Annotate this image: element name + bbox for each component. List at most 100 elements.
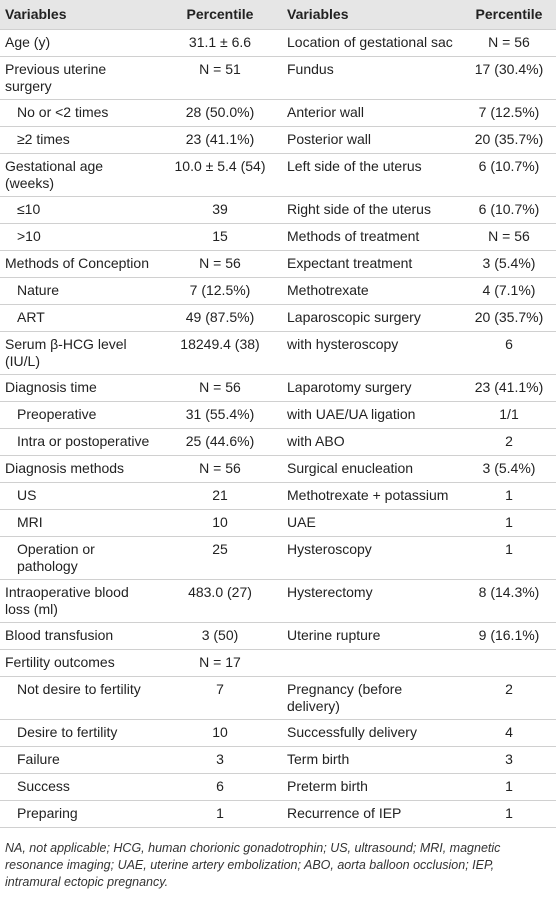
footnote: NA, not applicable; HCG, human chorionic…	[5, 841, 501, 889]
table-cell: Methods of treatment	[282, 223, 462, 251]
table-cell: 1	[462, 482, 556, 510]
table-cell: Preparing	[0, 800, 158, 828]
table-cell: N = 56	[158, 455, 282, 483]
table-cell: 7 (12.5%)	[158, 277, 282, 305]
table-row: MRI 10 UAE 1	[0, 509, 556, 537]
table-cell: 20 (35.7%)	[462, 126, 556, 154]
table-cell: Gestational age (weeks)	[0, 153, 158, 197]
table-cell: Surgical enucleation	[282, 455, 462, 483]
table-cell: N = 56	[462, 29, 556, 57]
table-cell: Not desire to fertility	[0, 676, 158, 720]
table-row: Methods of Conception N = 56 Expectant tre…	[0, 250, 556, 278]
table-cell: No or <2 times	[0, 99, 158, 127]
table-row: Success 6 Preterm birth 1	[0, 773, 556, 801]
table-cell: MRI	[0, 509, 158, 537]
table-cell: N = 51	[158, 56, 282, 100]
table-row: Operation or pathology 25 Hysteroscopy 1	[0, 536, 556, 580]
table-row: Blood transfusion 3 (50) Uterine rupture 9 …	[0, 622, 556, 650]
table-cell: Fundus	[282, 56, 462, 100]
table-cell: 1/1	[462, 401, 556, 429]
table-cell: Recurrence of IEP	[282, 800, 462, 828]
table-cell: Right side of the uterus	[282, 196, 462, 224]
table-cell: Hysteroscopy	[282, 536, 462, 580]
table-cell: 7 (12.5%)	[462, 99, 556, 127]
table-row: ART 49 (87.5%) Laparoscopic surgery 20 (35.…	[0, 304, 556, 332]
table-cell: N = 56	[158, 374, 282, 402]
table-cell: Uterine rupture	[282, 622, 462, 650]
table-cell: Methotrexate + potassium	[282, 482, 462, 510]
table-cell: 2	[462, 428, 556, 456]
table-cell: Pregnancy (before delivery)	[282, 676, 462, 720]
table-cell: UAE	[282, 509, 462, 537]
table-cell: Successfully delivery	[282, 719, 462, 747]
table-row: Preparing 1 Recurrence of IEP 1	[0, 800, 556, 828]
table-cell: Left side of the uterus	[282, 153, 462, 197]
table-cell: 4	[462, 719, 556, 747]
table-row: Gestational age (weeks) 10.0 ± 5.4 (54) Le…	[0, 153, 556, 197]
table-cell: 8 (14.3%)	[462, 579, 556, 623]
table-cell: Location of gestational sac	[282, 29, 462, 57]
table-cell: 10.0 ± 5.4 (54)	[158, 153, 282, 197]
table-cell: Anterior wall	[282, 99, 462, 127]
table-cell: 25	[158, 536, 282, 580]
table-cell: Intraoperative blood loss (ml)	[0, 579, 158, 623]
table-cell: 3	[158, 746, 282, 774]
table-cell: 25 (44.6%)	[158, 428, 282, 456]
table-cell: 10	[158, 509, 282, 537]
table-cell: Posterior wall	[282, 126, 462, 154]
table-cell: N = 56	[462, 223, 556, 251]
table-cell: Serum β-HCG level (IU/L)	[0, 331, 158, 375]
table-cell: 6	[462, 331, 556, 375]
header-cell: Percentile	[462, 0, 556, 30]
table-cell: 3 (5.4%)	[462, 250, 556, 278]
table-row: Preoperative 31 (55.4%) with UAE/UA ligati…	[0, 401, 556, 429]
table-cell: Diagnosis time	[0, 374, 158, 402]
table-cell: 23 (41.1%)	[158, 126, 282, 154]
header-cell: Percentile	[158, 0, 282, 30]
table-row: Fertility outcomes N = 17	[0, 649, 556, 677]
table-row: Desire to fertility 10 Successfully delive…	[0, 719, 556, 747]
table-cell: Expectant treatment	[282, 250, 462, 278]
table-cell: 1	[462, 773, 556, 801]
table-row: Nature 7 (12.5%) Methotrexate 4 (7.1%)	[0, 277, 556, 305]
table-cell: Methods of Conception	[0, 250, 158, 278]
table-cell: Operation or pathology	[0, 536, 158, 580]
table-cell: 1	[462, 509, 556, 537]
table-cell: US	[0, 482, 158, 510]
table-cell: 2	[462, 676, 556, 720]
table-cell: with hysteroscopy	[282, 331, 462, 375]
table-row: US 21 Methotrexate + potassium 1	[0, 482, 556, 510]
table-cell: Laparoscopic surgery	[282, 304, 462, 332]
table-cell: 4 (7.1%)	[462, 277, 556, 305]
table-cell: N = 17	[158, 649, 282, 677]
table-cell: ≤10	[0, 196, 158, 224]
table-cell: Previous uterine surgery	[0, 56, 158, 100]
table-body: Age (y) 31.1 ± 6.6 Location of gestational…	[0, 29, 556, 828]
table-cell: with ABO	[282, 428, 462, 456]
table-cell: 1	[462, 536, 556, 580]
table-row: >10 15 Methods of treatment N = 56	[0, 223, 556, 251]
table-cell: Failure	[0, 746, 158, 774]
table-row: Serum β-HCG level (IU/L) 18249.4 (38) with…	[0, 331, 556, 375]
table-cell: Desire to fertility	[0, 719, 158, 747]
table-cell: Hysterectomy	[282, 579, 462, 623]
table-cell: Laparotomy surgery	[282, 374, 462, 402]
table-cell: Blood transfusion	[0, 622, 158, 650]
table-cell: 6	[158, 773, 282, 801]
table-cell: 1	[158, 800, 282, 828]
table-cell: Nature	[0, 277, 158, 305]
table-cell: Preterm birth	[282, 773, 462, 801]
table-cell: Success	[0, 773, 158, 801]
table-cell: Term birth	[282, 746, 462, 774]
table-cell: Preoperative	[0, 401, 158, 429]
table-row: No or <2 times 28 (50.0%) Anterior wall 7 (…	[0, 99, 556, 127]
table-cell: Methotrexate	[282, 277, 462, 305]
table-cell: 49 (87.5%)	[158, 304, 282, 332]
table-cell: 483.0 (27)	[158, 579, 282, 623]
table-cell: N = 56	[158, 250, 282, 278]
table-cell: 39	[158, 196, 282, 224]
header-cell: Variables	[282, 0, 462, 30]
table-cell: Fertility outcomes	[0, 649, 158, 677]
table-cell: 23 (41.1%)	[462, 374, 556, 402]
